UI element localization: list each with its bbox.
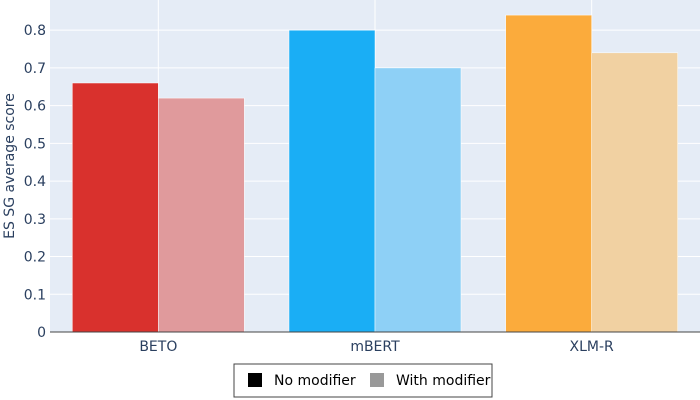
bar-beto-with-modifier (158, 97, 245, 333)
y-tick-label: 0.5 (24, 136, 46, 152)
bar-beto-no-modifier (72, 82, 159, 333)
legend-label-no-modifier: No modifier (274, 373, 356, 389)
legend-label-with-modifier: With modifier (396, 373, 491, 389)
y-axis-title: ES SG average score (2, 93, 18, 239)
x-axis-ticks: BETO mBERT XLM-R (139, 339, 614, 355)
legend-swatch-with-modifier (370, 373, 384, 387)
x-tick-label-xlm-r: XLM-R (570, 339, 615, 355)
y-tick-label: 0.4 (24, 174, 46, 190)
y-tick-label: 0.7 (24, 61, 46, 77)
y-tick-label: 0.8 (24, 23, 46, 39)
bars (72, 14, 678, 333)
legend-box (233, 363, 493, 398)
x-tick-label-mbert: mBERT (350, 339, 400, 355)
y-tick-label: 0.2 (24, 250, 46, 266)
y-tick-label: 0 (37, 325, 46, 341)
legend: No modifier With modifier (233, 363, 493, 398)
y-axis-ticks: 0 0.1 0.2 0.3 0.4 0.5 0.6 0.7 0.8 (24, 23, 46, 341)
y-tick-label: 0.1 (24, 287, 46, 303)
bar-mbert-with-modifier (374, 67, 462, 333)
y-tick-label: 0.3 (24, 212, 46, 228)
legend-swatch-no-modifier (248, 373, 262, 387)
bar-xlm-r-with-modifier (591, 52, 678, 333)
bar-xlm-r-no-modifier (505, 14, 592, 333)
y-tick-label: 0.6 (24, 99, 46, 115)
x-tick-label-beto: BETO (139, 339, 177, 355)
bar-mbert-no-modifier (288, 29, 376, 333)
